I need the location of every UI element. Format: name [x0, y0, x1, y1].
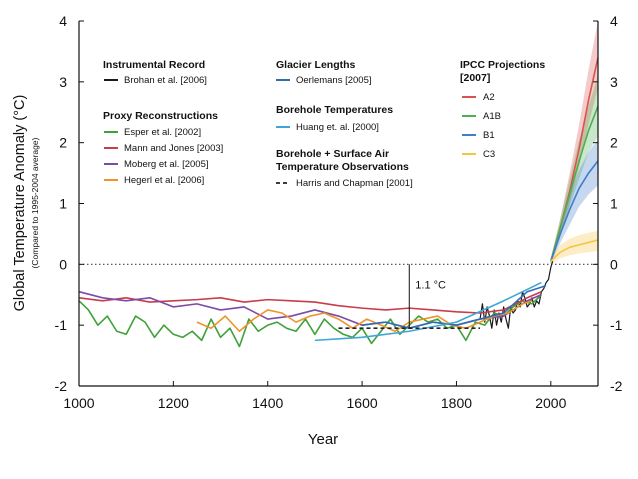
y-tick-label-right: 3 [610, 74, 618, 90]
legend-item-b1: B1 [483, 130, 495, 141]
y-tick-label-right: -1 [610, 317, 623, 333]
y-tick-label-left: 1 [59, 196, 67, 212]
legend: Instrumental Record Brohan et al. [2006]… [103, 59, 545, 189]
legend-item-a2: A2 [483, 92, 495, 103]
series-line-hegerl-et-al-2006 [196, 300, 533, 333]
legend-heading-borehole: Borehole Temperatures [276, 104, 393, 116]
legend-item-huang: Huang et. al. [2000] [296, 122, 379, 133]
legend-heading-instrumental: Instrumental Record [103, 59, 205, 71]
y-tick-label-right: 0 [610, 256, 618, 272]
legend-heading-glacier: Glacier Lengths [276, 59, 356, 71]
series-line-moberg-et-al-2005 [78, 290, 542, 330]
x-tick-label: 2000 [535, 395, 566, 411]
band-a2 [550, 21, 598, 265]
legend-heading-borehole-air-2: Temperature Observations [276, 161, 409, 173]
y-tick-label-left: -2 [55, 378, 68, 394]
y-tick-label-right: 4 [610, 13, 618, 29]
legend-item-oerlemans: Oerlemans [2005] [296, 75, 372, 86]
y-tick-label-left: 3 [59, 74, 67, 90]
plot-area: 1.1 °C -2 -2 -1 -1 0 0 1 1 2 2 3 3 4 4 1000 1200 1400 1600… [55, 13, 623, 411]
x-tick-label: 1400 [252, 395, 283, 411]
y-tick-label-left: 2 [59, 135, 67, 151]
series-line-c3 [550, 239, 599, 262]
y-tick-label-right: -2 [610, 378, 623, 394]
series-line-esper-et-al-2002 [78, 294, 542, 348]
y-tick-label-left: -1 [55, 317, 68, 333]
y-tick-label-left: 4 [59, 13, 67, 29]
series-line-mann-and-jones-2003 [78, 290, 542, 314]
legend-item-hegerl: Hegerl et al. [2006] [124, 175, 204, 186]
legend-item-esper: Esper et al. [2002] [124, 127, 201, 138]
legend-item-brohan: Brohan et al. [2006] [124, 75, 207, 86]
legend-heading-ipcc-2: [2007] [460, 72, 490, 84]
legend-item-a1b: A1B [483, 111, 501, 122]
series-line-huang-et-al-2000 [314, 281, 542, 342]
x-axis-label: Year [308, 431, 338, 448]
band-c3 [550, 230, 598, 265]
series-line-oerlemans-2005 [361, 284, 547, 330]
x-tick-label: 1800 [441, 395, 472, 411]
band-b1 [550, 139, 598, 265]
y-axis-sublabel: (Compared to 1995-2004 average) [30, 137, 40, 268]
y-tick-label-right: 2 [610, 135, 618, 151]
legend-heading-borehole-air-1: Borehole + Surface Air [276, 148, 389, 160]
y-tick-label-right: 1 [610, 196, 618, 212]
y-tick-label-left: 0 [59, 256, 67, 272]
legend-item-moberg: Moberg et al. [2005] [124, 159, 209, 170]
x-tick-label: 1600 [347, 395, 378, 411]
x-tick-label: 1200 [158, 395, 189, 411]
annotation-label: 1.1 °C [415, 279, 446, 291]
x-tick-label: 1000 [63, 395, 94, 411]
legend-item-c3: C3 [483, 149, 495, 160]
legend-heading-proxy: Proxy Reconstructions [103, 110, 218, 122]
legend-item-mann: Mann and Jones [2003] [124, 143, 223, 154]
y-axis-label: Global Temperature Anomaly (°C) [12, 95, 28, 312]
series-line-b1 [550, 160, 599, 262]
legend-item-harris: Harris and Chapman [2001] [296, 178, 413, 189]
series-line-a1b [550, 105, 599, 262]
legend-heading-ipcc-1: IPCC Projections [460, 59, 545, 71]
